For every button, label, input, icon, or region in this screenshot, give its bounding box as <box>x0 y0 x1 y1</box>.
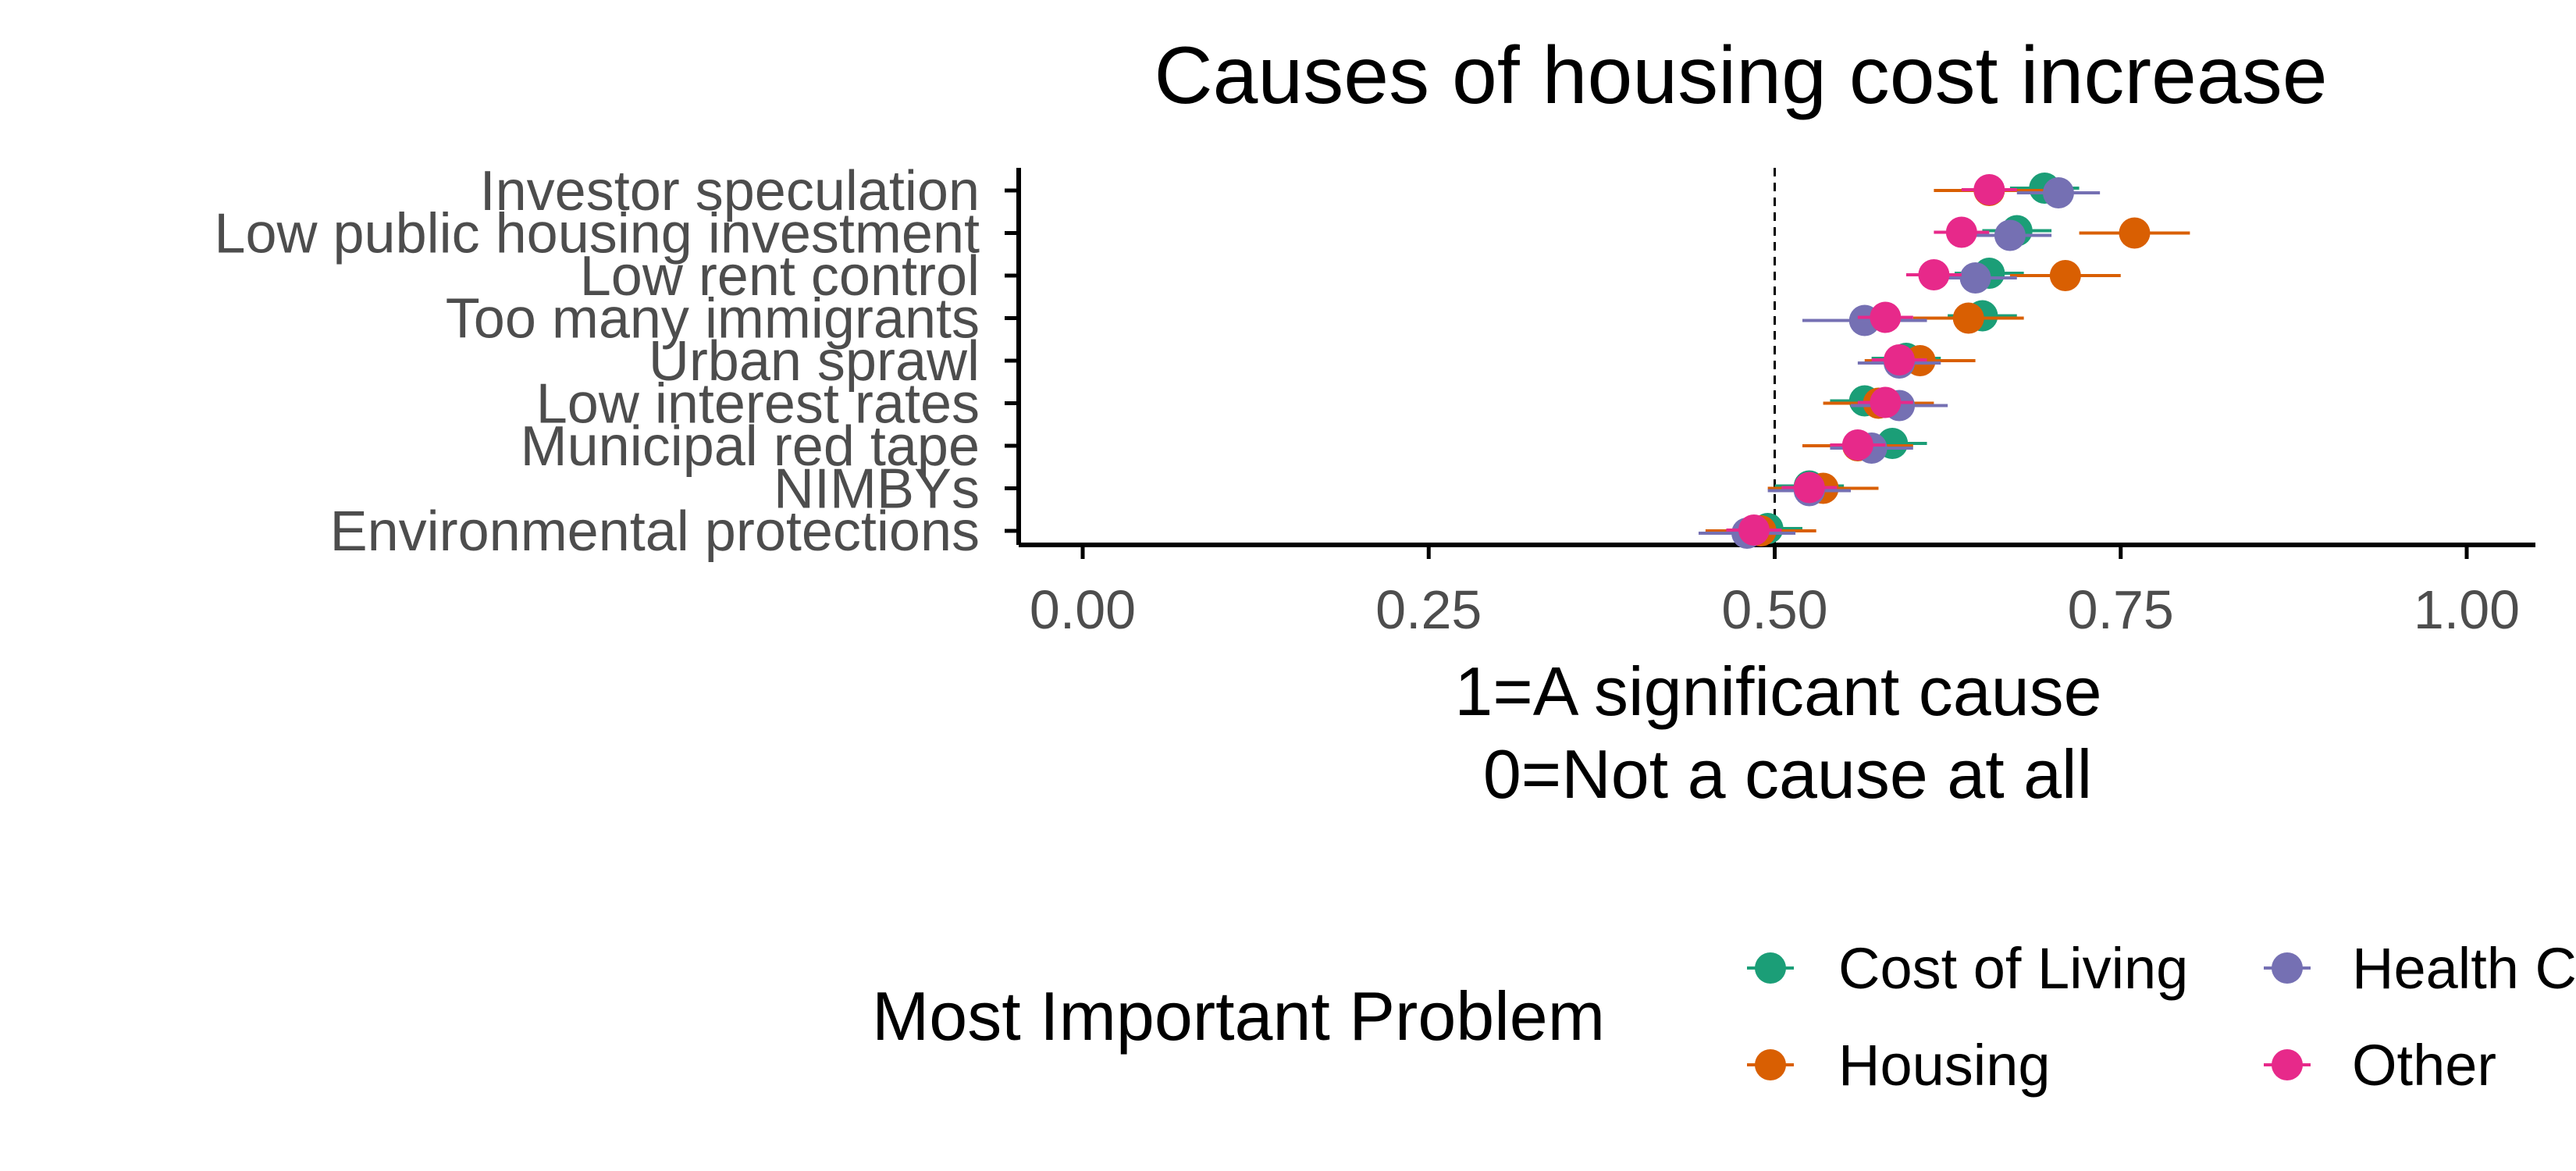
legend-title: Most Important Problem <box>872 977 1605 1055</box>
point-health-c-low-public-housing-investment <box>1994 219 2026 251</box>
x-axis-title-line-1: 1=A significant cause <box>1454 653 2101 730</box>
point-other-urban-sprawl <box>1884 344 1916 376</box>
point-other-nimbys <box>1793 472 1825 504</box>
y-tick-label-low-interest-rates: Low interest rates <box>536 373 980 436</box>
legend-key-housing <box>1747 1049 1794 1080</box>
point-housing-low-rent-control <box>2049 260 2081 291</box>
point-other-low-public-housing-investment <box>1945 216 1977 248</box>
point-other-municipal-red-tape <box>1841 429 1873 461</box>
x-tick-label-0-75: 0.75 <box>2068 579 2174 640</box>
x-tick-label-0-25: 0.25 <box>1375 579 1482 640</box>
legend-key-point-housing <box>1755 1049 1786 1080</box>
legend-key-point-health-c <box>2272 952 2303 984</box>
y-tick-label-environmental-protections: Environmental protections <box>330 500 980 563</box>
legend-label-health-c: Health C <box>2352 936 2576 1001</box>
legend-key-point-other <box>2272 1049 2303 1080</box>
y-tick-label-nimbys: NIMBYs <box>774 458 980 521</box>
legend-key-other <box>2264 1049 2311 1080</box>
y-tick-label-too-many-immigrants: Too many immigrants <box>446 288 980 351</box>
point-other-low-interest-rates <box>1870 386 1902 418</box>
x-axis-title-line-2: 0=Not a cause at all <box>1483 735 2092 813</box>
chart-title: Causes of housing cost increase <box>1154 30 2327 121</box>
legend-label-housing: Housing <box>1838 1033 2051 1098</box>
point-health-c-low-rent-control <box>1959 262 1991 294</box>
x-tick-label-0-50: 0.50 <box>1721 579 1827 640</box>
x-tick-label-1-00: 1.00 <box>2414 579 2520 640</box>
y-tick-label-investor-speculation: Investor speculation <box>480 160 980 222</box>
point-other-too-many-immigrants <box>1870 301 1902 333</box>
y-tick-label-urban-sprawl: Urban sprawl <box>649 330 980 393</box>
point-other-low-rent-control <box>1918 259 1950 290</box>
legend-label-cost-of-living: Cost of Living <box>1838 936 2188 1001</box>
legend-key-point-cost-of-living <box>1755 952 1786 984</box>
point-health-c-investor-speculation <box>2042 177 2074 208</box>
y-tick-label-municipal-red-tape: Municipal red tape <box>521 415 980 478</box>
point-housing-low-public-housing-investment <box>2119 217 2151 249</box>
legend-label-other: Other <box>2352 1033 2496 1098</box>
y-tick-label-low-rent-control: Low rent control <box>580 245 980 308</box>
legend-key-cost-of-living <box>1747 952 1794 984</box>
y-tick-label-low-public-housing-investment: Low public housing investment <box>214 203 980 265</box>
legend: Most Important Problem Cost of Living He… <box>872 936 2576 1098</box>
point-other-environmental-protections <box>1738 514 1770 546</box>
point-housing-too-many-immigrants <box>1952 302 1984 334</box>
legend-key-health-c <box>2264 952 2311 984</box>
point-other-investor-speculation <box>1973 174 2005 205</box>
x-tick-label-0-00: 0.00 <box>1030 579 1136 640</box>
